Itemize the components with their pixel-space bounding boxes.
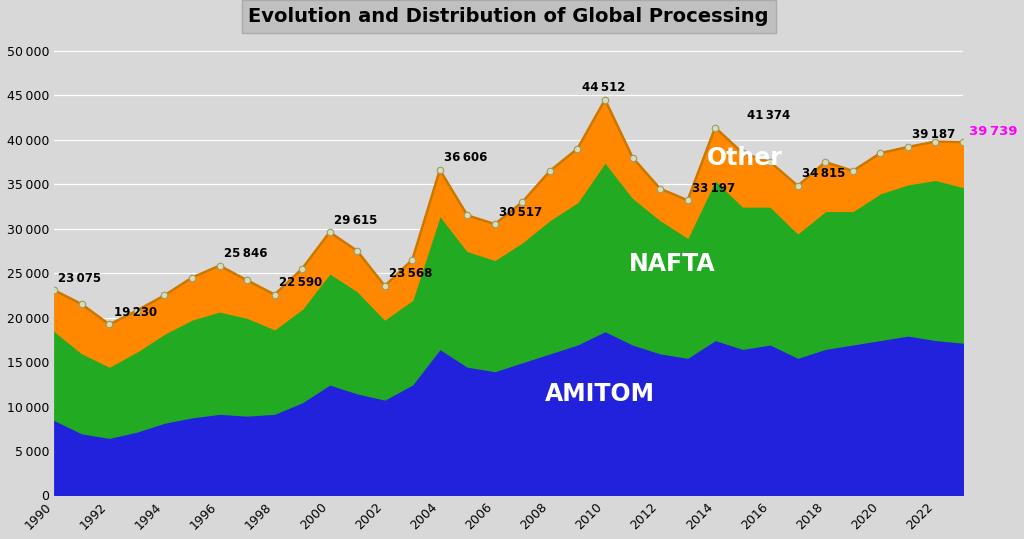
Text: 41 374: 41 374 [746, 109, 791, 122]
Point [129, 306, 145, 315]
Text: 29 615: 29 615 [334, 213, 377, 226]
Point [680, 196, 696, 205]
Point [74, 300, 90, 309]
Text: Other: Other [707, 146, 783, 170]
Text: AMITOM: AMITOM [545, 382, 654, 406]
Text: 39 739: 39 739 [969, 125, 1017, 138]
Point [625, 153, 641, 162]
Point [845, 167, 861, 175]
Point [157, 291, 173, 300]
Text: 23 075: 23 075 [58, 272, 101, 285]
Text: 22 590: 22 590 [279, 276, 322, 289]
Text: 30 517: 30 517 [499, 205, 542, 218]
Text: NAFTA: NAFTA [629, 252, 716, 277]
Point [239, 276, 255, 285]
Point [790, 182, 806, 190]
Text: 23 568: 23 568 [389, 267, 432, 280]
Point [762, 158, 778, 167]
Point [404, 255, 421, 264]
Point [432, 165, 449, 174]
Point [377, 281, 393, 290]
Point [928, 137, 944, 146]
Point [542, 167, 558, 175]
Text: 33 197: 33 197 [692, 182, 735, 195]
Point [486, 220, 503, 229]
Point [734, 149, 751, 157]
Text: 39 187: 39 187 [912, 128, 955, 141]
Point [514, 198, 530, 206]
Point [652, 184, 669, 193]
Text: 25 846: 25 846 [223, 247, 267, 260]
Point [569, 144, 586, 153]
Point [294, 265, 310, 273]
Point [266, 291, 283, 299]
Point [46, 286, 62, 295]
Point [101, 320, 118, 329]
Point [872, 149, 889, 157]
Point [183, 273, 200, 282]
Text: 44 512: 44 512 [582, 81, 625, 94]
Point [817, 158, 834, 167]
Point [900, 143, 916, 151]
Point [954, 138, 971, 147]
Point [459, 211, 475, 220]
Point [211, 261, 227, 270]
Title: Evolution and Distribution of Global Processing: Evolution and Distribution of Global Pro… [249, 7, 769, 26]
Point [597, 95, 613, 104]
Point [707, 123, 723, 132]
Point [322, 228, 338, 237]
Point [349, 247, 366, 255]
Text: 19 230: 19 230 [114, 306, 157, 319]
Text: 34 815: 34 815 [802, 167, 846, 181]
Text: 36 606: 36 606 [444, 151, 487, 164]
